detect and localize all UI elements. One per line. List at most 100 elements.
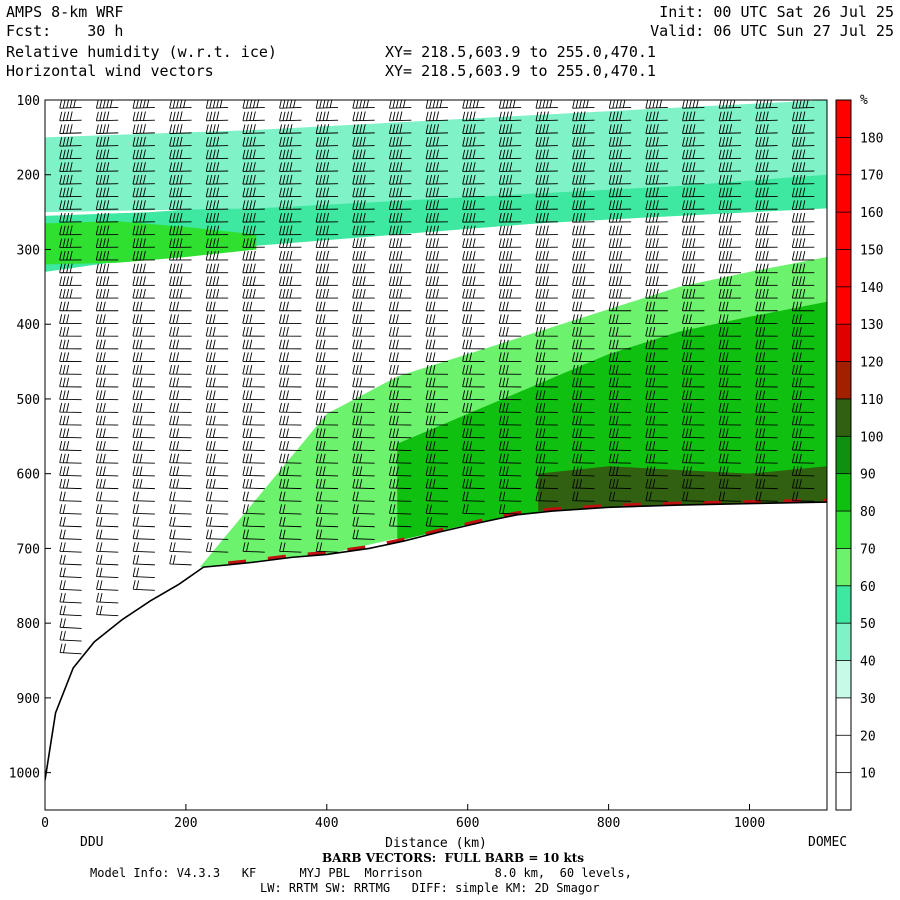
wind-barb [608,326,632,337]
wind-barb [279,162,302,172]
wind-barb [45,666,46,667]
wind-barb [791,111,815,122]
wind-barb [95,453,119,464]
wind-barb [608,466,632,477]
wind-barb [96,580,119,591]
wind-barb [315,326,339,337]
wind-barb [169,124,192,134]
wind-barb [388,136,412,147]
wind-barb [279,276,302,286]
wind-barb [535,415,558,426]
wind-barb [498,288,522,299]
wind-barb [59,187,82,198]
wind-barb [535,466,558,477]
wind-barb [681,339,705,350]
wind-barb [791,428,815,439]
wind-barb [279,288,302,299]
colorbar-label: 180 [860,131,883,146]
wind-barb [498,187,522,198]
wind-barb [791,326,815,337]
wind-barb [388,225,412,236]
wind-barb [645,301,668,312]
wind-barb [608,100,632,109]
wind-barb [279,339,302,350]
colorbar-label: 30 [860,692,876,707]
wind-barb [95,377,119,388]
wind-barb [45,120,46,121]
wind-barb [718,136,742,147]
wind-barb [425,440,448,451]
wind-barb [791,149,815,160]
wind-barb [352,200,375,210]
wind-barb [59,428,82,439]
x-tick-label: 200 [174,816,197,831]
wind-barb [572,301,595,312]
wind-barb [608,301,632,312]
wind-barb [791,402,815,413]
wind-barb [132,174,155,185]
wind-barb [315,124,339,134]
wind-barb [608,428,632,439]
wind-barb [242,542,265,553]
wind-barb [59,212,82,223]
wind-barb [59,529,82,540]
wind-barb [242,390,265,401]
wind-barb [681,212,705,223]
colorbar-label: 40 [860,655,876,670]
wind-barb [132,238,155,248]
wind-barb [718,428,742,439]
wind-barb [718,466,742,477]
wind-barb [45,132,46,134]
wind-barb [572,478,595,490]
wind-barb [425,428,448,439]
wind-barb [242,174,265,185]
wind-barb [682,136,705,147]
wind-barb [755,225,778,236]
wind-barb [132,212,155,223]
wind-barb [45,742,46,743]
wind-barb [462,453,485,464]
wind-barb [315,516,339,528]
colorbar-swatch [836,212,851,250]
wind-barb [645,111,668,122]
wind-barb [791,136,815,147]
wind-barb [279,390,302,401]
wind-barb [498,428,522,439]
wind-barb [718,288,742,299]
wind-barb [791,440,815,451]
wind-barb [279,326,302,337]
wind-barb [279,428,302,439]
wind-barb [315,377,339,388]
wind-barb [572,149,595,160]
wind-barb [45,640,46,642]
wind-barb [315,200,339,210]
wind-barb [95,415,119,426]
wind-barb [352,187,375,198]
wind-barb [425,238,448,248]
wind-barb [95,263,119,274]
wind-barb [95,250,119,261]
wind-barb [242,491,265,502]
wind-barb [132,440,155,451]
wind-barb [682,415,705,426]
wind-barb [608,187,632,198]
wind-barb [169,238,192,248]
wind-barb [205,174,229,185]
wind-barb [59,390,82,401]
wind-barb [242,263,265,274]
wind-barb [572,415,595,426]
wind-barb [388,250,412,261]
wind-barb [425,377,448,388]
wind-barb [388,200,412,210]
wind-barb [572,212,595,223]
wind-barb [572,364,595,375]
wind-barb [718,390,742,401]
wind-barb [462,212,485,223]
wind-barb [389,491,412,502]
wind-barb [608,415,632,426]
wind-barb [132,149,155,160]
wind-barb [59,174,82,185]
endpoint-left: DDU [80,835,103,850]
wind-barb [242,225,265,236]
wind-barb [132,415,155,426]
